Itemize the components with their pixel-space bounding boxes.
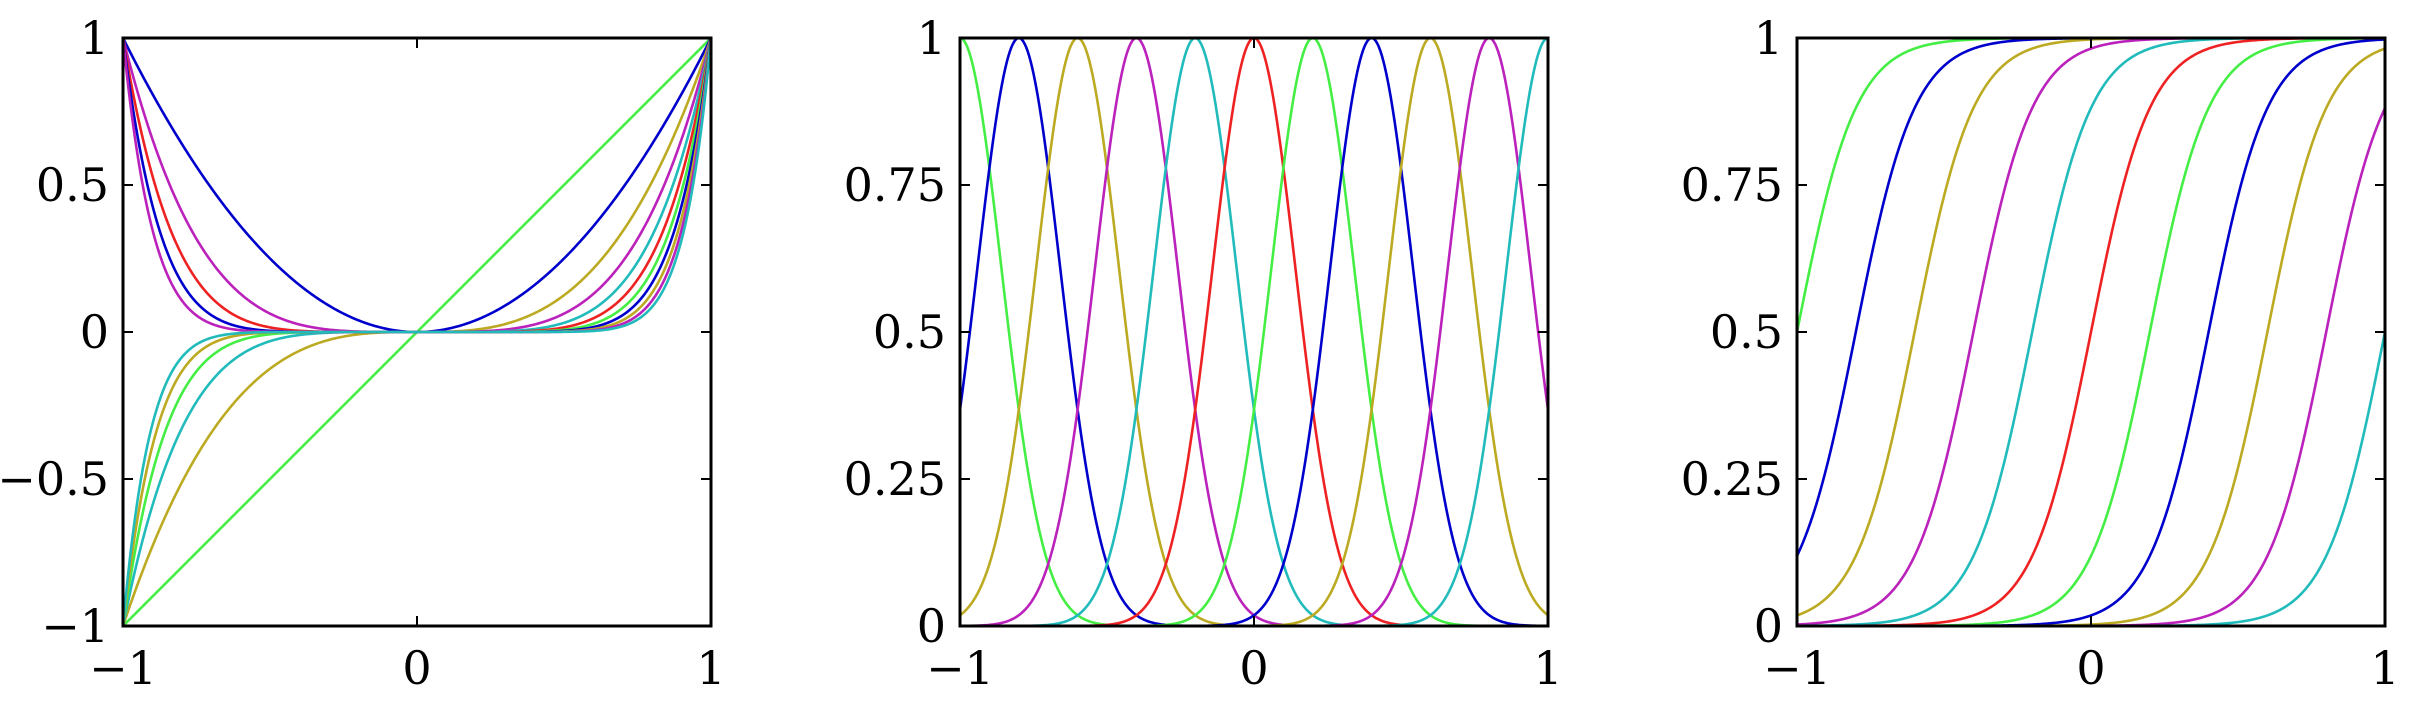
x-tick-label: 0	[2076, 641, 2105, 695]
x-tick-label: 1	[1533, 641, 1562, 695]
y-tick-label: 0.5	[873, 305, 946, 359]
x-tick-label: 0	[402, 641, 431, 695]
series-line-5	[960, 38, 1548, 626]
y-tick-label: 0	[80, 305, 109, 359]
series-group	[960, 38, 1548, 626]
series-group	[1797, 38, 2385, 626]
plot-frame	[958, 36, 1550, 628]
x-tick-label: 0	[1239, 641, 1268, 695]
series-line-3	[960, 38, 1548, 626]
y-tick-label: 0.75	[1681, 158, 1783, 212]
series-line-10	[123, 38, 711, 626]
x-tick-label: 1	[2370, 641, 2399, 695]
series-line-9	[123, 38, 711, 334]
series-line-1	[960, 38, 1548, 626]
panel-gaussian: −1 0 100.250.50.751	[844, 11, 1563, 695]
series-line-8	[960, 38, 1548, 626]
y-tick-label: 1	[80, 11, 109, 65]
series-line-10	[1797, 331, 2385, 626]
y-tick-label: 0.5	[1710, 305, 1783, 359]
y-tick-label: 0	[917, 599, 946, 653]
series-line-7	[123, 38, 711, 334]
series-line-7	[960, 38, 1548, 626]
series-line-9	[960, 38, 1548, 626]
series-line-9	[1797, 107, 2385, 626]
panel-sigmoid: −1 0 100.250.50.751	[1681, 11, 2400, 695]
series-line-5	[123, 38, 711, 334]
series-line-1	[123, 38, 711, 334]
series-line-5	[1797, 38, 2385, 626]
x-tick-label: 1	[696, 641, 725, 695]
series-line-3	[123, 38, 711, 334]
series-line-0	[960, 38, 1548, 626]
x-tick-label: −1	[1763, 641, 1831, 695]
series-group	[123, 38, 711, 626]
y-tick-label: 0.25	[1681, 452, 1783, 506]
series-line-1	[1797, 38, 2385, 557]
y-tick-label: 0.75	[844, 158, 946, 212]
y-tick-label: 1	[917, 11, 946, 65]
y-tick-label: 0.25	[844, 452, 946, 506]
series-line-2	[960, 38, 1548, 626]
series-line-4	[960, 38, 1548, 626]
y-tick-label: −0.5	[0, 452, 109, 506]
y-tick-label: 1	[1754, 11, 1783, 65]
series-line-0	[1797, 38, 2385, 333]
series-line-10	[960, 38, 1548, 626]
series-line-6	[960, 38, 1548, 626]
panel-polynomial: −1 0 1 −1 −0.5 0 0.5 1	[0, 11, 726, 695]
y-tick-label: 0	[1754, 599, 1783, 653]
x-tick-label: −1	[89, 641, 157, 695]
x-tick-label: −1	[926, 641, 994, 695]
y-tick-label: 0.5	[36, 158, 109, 212]
y-tick-label: −1	[41, 599, 109, 653]
